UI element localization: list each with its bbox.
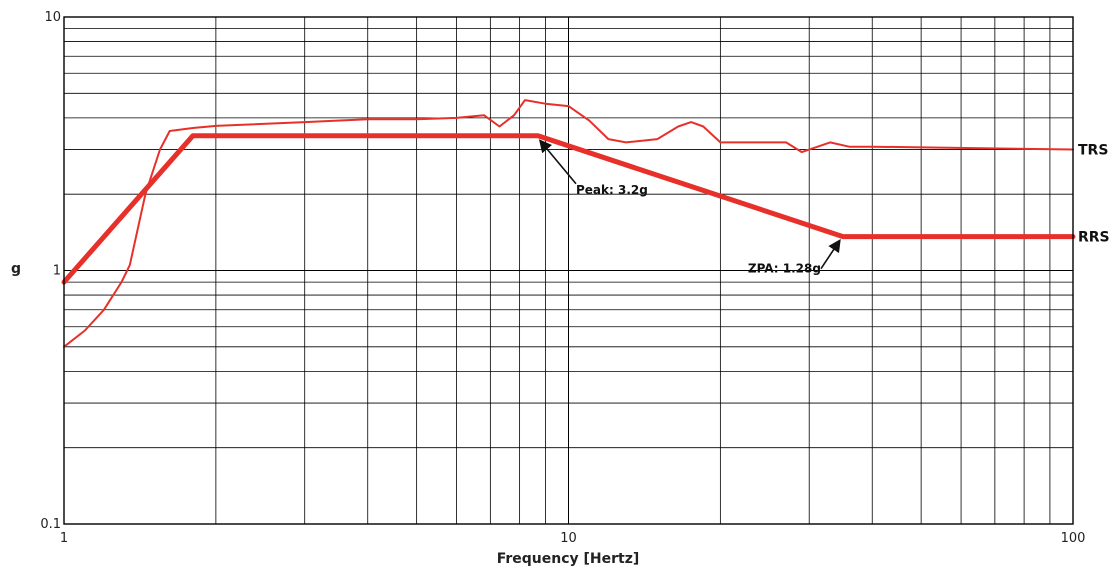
y-tick-label: 10 — [44, 10, 61, 25]
series-label-rrs: RRS — [1078, 230, 1110, 246]
y-tick-label: 1 — [53, 264, 61, 279]
y-axis-title: g — [11, 261, 21, 277]
peak-arrow — [538, 139, 577, 185]
y-tick-label: 0.1 — [40, 517, 61, 532]
x-tick-label: 100 — [1061, 531, 1086, 546]
x-tick-label: 10 — [560, 531, 577, 546]
peak-annotation: Peak: 3.2g — [576, 183, 648, 197]
grid — [64, 17, 1073, 524]
series-trs-line — [63, 99, 1074, 348]
series-labels: TRS RRS — [1078, 143, 1110, 246]
plot-frame — [63, 16, 1074, 525]
series-layer — [61, 99, 1076, 348]
series-label-trs: TRS — [1078, 143, 1108, 159]
annotations: Peak: 3.2g ZPA: 1.28g — [538, 139, 841, 276]
x-tick-label: 1 — [60, 531, 68, 546]
x-axis-title: Frequency [Hertz] — [497, 551, 640, 567]
zpa-arrow — [820, 238, 841, 270]
series-rrs-line — [61, 133, 1076, 285]
zpa-annotation: ZPA: 1.28g — [748, 262, 821, 276]
plot-border — [63, 16, 1074, 525]
